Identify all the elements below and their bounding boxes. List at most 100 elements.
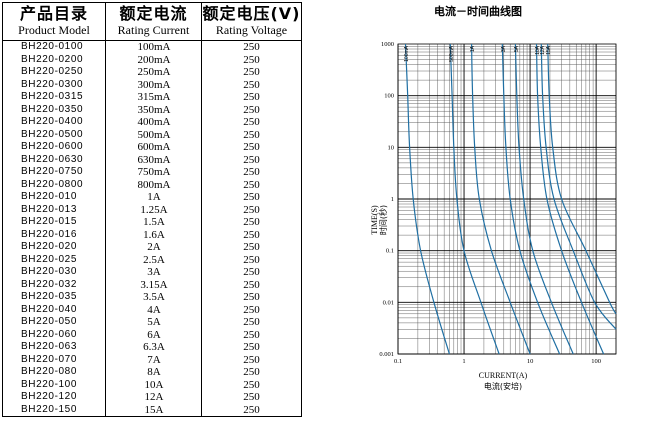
series-label: 1A — [470, 45, 476, 52]
voltage-cell: 250 — [243, 253, 260, 266]
header-voltage-en: Rating Voltage — [215, 23, 288, 37]
table-row: BH220-032 3.15A 250 — [3, 279, 301, 292]
voltage-cell: 250 — [243, 316, 260, 328]
voltage-cell: 250 — [243, 103, 260, 116]
table-row: BH220-035 3.5A 250 — [3, 291, 301, 304]
current-cell: 10A — [144, 378, 164, 391]
voltage-cell: 250 — [243, 203, 260, 216]
voltage-cell: 250 — [243, 266, 260, 278]
model-cell: BH220-020 — [21, 241, 77, 252]
series-label: 100mA — [404, 45, 410, 62]
voltage-cell: 250 — [243, 403, 260, 416]
y-tick-label: 0.001 — [379, 351, 394, 358]
header-model-zh: 产品目录 — [19, 4, 88, 23]
model-cell: BH220-0400 — [21, 116, 84, 127]
model-cell: BH220-0800 — [21, 178, 84, 190]
table-row: BH220-100 10A 250 — [3, 379, 301, 392]
x-axis-label-zh: 电流(安培) — [484, 381, 522, 391]
voltage-cell: 250 — [243, 303, 260, 316]
y-tick-label: 0.01 — [383, 299, 394, 306]
voltage-cell: 250 — [243, 66, 260, 78]
header-model-en: Product Model — [18, 23, 90, 37]
current-cell: 4A — [147, 303, 161, 316]
current-cell: 5A — [147, 316, 161, 328]
table-row: BH220-013 1.25A 250 — [3, 204, 301, 217]
table-row: BH220-0300 300mA 250 — [3, 79, 301, 92]
model-cell: BH220-0100 — [21, 41, 84, 52]
table-row: BH220-120 12A 250 — [3, 391, 301, 404]
current-cell: 6A — [147, 328, 161, 341]
y-tick-label: 1000 — [381, 41, 394, 48]
table-row: BH220-070 7A 250 — [3, 354, 301, 367]
series-label: 12A — [540, 45, 546, 55]
current-cell: 600mA — [137, 141, 171, 153]
chart-svg: 电流－时间曲线图 0.1 1 10 100 1000 100 10 1 0.1 0.01 0.001… — [370, 4, 617, 391]
series-label: 3A — [501, 45, 507, 52]
series-label: 10A — [535, 45, 541, 55]
model-cell: BH220-080 — [21, 366, 77, 377]
curve-5A — [514, 43, 574, 355]
series-label: 500mA — [449, 45, 455, 62]
model-cell: BH220-015 — [21, 216, 77, 227]
voltage-cell: 250 — [243, 328, 260, 341]
voltage-cell: 250 — [243, 228, 260, 241]
current-cell: 630mA — [137, 153, 171, 166]
voltage-cell: 250 — [243, 216, 260, 228]
x-axis-label: CURRENT(A) — [479, 371, 528, 380]
table-row: BH220-063 6.3A 250 — [3, 341, 301, 354]
current-cell: 12A — [144, 391, 164, 403]
model-cell: BH220-040 — [21, 303, 77, 315]
voltage-cell: 250 — [243, 53, 260, 66]
model-cell: BH220-120 — [21, 391, 77, 402]
table-header: 产品目录 Product Model 额定电流 Rating Current 额… — [3, 3, 301, 41]
table-row: BH220-080 8A 250 — [3, 366, 301, 379]
table-row: BH220-015 1.5A 250 — [3, 216, 301, 229]
y-tick-label: 100 — [384, 93, 394, 100]
voltage-cell: 250 — [243, 41, 260, 53]
table-row: BH220-0315 315mA 250 — [3, 91, 301, 104]
header-current-zh: 额定电流 — [119, 4, 188, 23]
product-spec-table: 产品目录 Product Model 额定电流 Rating Current 额… — [2, 2, 302, 417]
current-cell: 750mA — [137, 166, 171, 178]
model-cell: BH220-0315 — [21, 91, 84, 102]
series-label: 15A — [546, 45, 552, 55]
current-cell: 6.3A — [143, 341, 165, 353]
voltage-cell: 250 — [243, 353, 260, 366]
y-axis-label: TIME(S) — [370, 205, 379, 235]
y-axis-label-zh: 时间(秒) — [378, 205, 388, 235]
curve-12A — [540, 43, 617, 330]
column-divider — [201, 3, 202, 416]
model-cell: BH220-035 — [21, 291, 77, 302]
voltage-cell: 250 — [243, 178, 260, 191]
y-tick-label: 1 — [391, 196, 394, 203]
model-cell: BH220-0750 — [21, 166, 84, 177]
table-row: BH220-0600 600mA 250 — [3, 141, 301, 154]
x-tick-label: 0.1 — [394, 358, 402, 365]
header-voltage-zh: 额定电压(V) — [202, 4, 301, 23]
series-label: 5A — [514, 45, 520, 52]
current-cell: 1.25A — [140, 203, 168, 216]
header-current-en: Rating Current — [117, 23, 190, 37]
table-row: BH220-0500 500mA 250 — [3, 129, 301, 142]
table-row: BH220-0200 200mA 250 — [3, 54, 301, 67]
table-row: BH220-0750 750mA 250 — [3, 166, 301, 179]
model-cell: BH220-0350 — [21, 103, 84, 115]
table-row: BH220-010 1A 250 — [3, 191, 301, 204]
table-row: BH220-025 2.5A 250 — [3, 254, 301, 267]
voltage-cell: 250 — [243, 366, 260, 378]
y-tick-label: 10 — [388, 144, 395, 151]
plot-frame — [397, 43, 617, 355]
voltage-cell: 250 — [243, 278, 260, 291]
current-cell: 300mA — [137, 78, 171, 91]
model-cell: BH220-100 — [21, 378, 77, 390]
voltage-cell: 250 — [243, 91, 260, 103]
table-row: BH220-0100 100mA 250 — [3, 41, 301, 54]
current-cell: 3A — [147, 266, 161, 278]
table-row: BH220-0400 400mA 250 — [3, 116, 301, 129]
voltage-cell: 250 — [243, 241, 260, 253]
voltage-cell: 250 — [243, 341, 260, 353]
curve-15A — [547, 43, 617, 315]
table-row: BH220-0800 800mA 250 — [3, 179, 301, 192]
table-row: BH220-060 6A 250 — [3, 329, 301, 342]
current-cell: 800mA — [137, 178, 171, 191]
